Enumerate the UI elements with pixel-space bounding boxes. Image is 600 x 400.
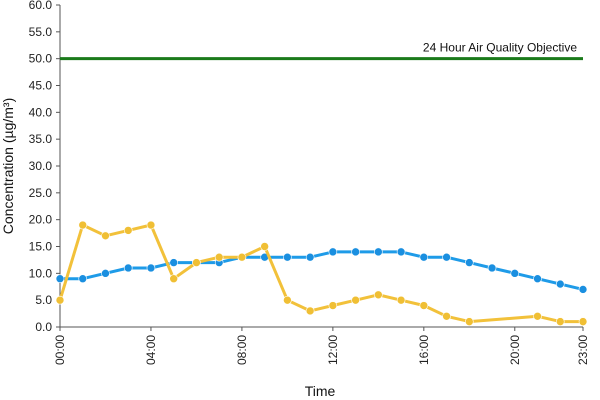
data-point xyxy=(237,252,247,262)
y-tick-label: 25.0 xyxy=(29,186,53,200)
data-point xyxy=(487,263,497,273)
data-point xyxy=(283,295,292,305)
y-tick-label: 55.0 xyxy=(29,25,53,39)
data-point xyxy=(328,247,338,257)
data-point xyxy=(396,247,406,257)
x-axis-title: Time xyxy=(305,383,336,399)
data-point xyxy=(283,252,292,262)
y-tick-label: 45.0 xyxy=(29,79,53,93)
y-tick-label: 15.0 xyxy=(29,240,53,254)
data-point xyxy=(78,220,88,230)
data-point xyxy=(419,301,429,310)
data-point xyxy=(55,274,65,284)
series-1 xyxy=(55,220,588,326)
data-point xyxy=(305,306,315,316)
x-axis-ticks: 00:00 04:00 08:00 12:00 16:00 20:00 23:00 xyxy=(53,327,590,365)
data-point xyxy=(123,263,133,273)
data-point xyxy=(351,295,360,305)
y-axis-ticks: 0.0 5.0 10.0 15.0 20.0 25.0 30.0 35.0 40.0 45.0 50… xyxy=(29,0,60,334)
data-point xyxy=(214,252,224,262)
x-tick-label: 20:00 xyxy=(508,335,522,365)
data-point xyxy=(328,301,338,310)
data-point xyxy=(578,285,588,294)
series-0 xyxy=(55,247,588,294)
y-tick-label: 35.0 xyxy=(29,132,53,146)
y-tick-label: 60.0 xyxy=(29,0,53,12)
data-point xyxy=(374,247,383,257)
data-point xyxy=(533,274,542,284)
data-point xyxy=(465,258,474,267)
data-point xyxy=(419,252,429,262)
data-point xyxy=(374,290,383,300)
data-point xyxy=(146,220,156,230)
objective-label: 24 Hour Air Quality Objective xyxy=(423,41,577,55)
series-line xyxy=(58,250,585,291)
data-point xyxy=(465,317,474,326)
data-point xyxy=(396,295,406,305)
data-point xyxy=(169,274,178,284)
data-point xyxy=(351,247,360,257)
x-tick-label: 12:00 xyxy=(326,335,340,365)
y-tick-label: 30.0 xyxy=(29,159,53,173)
x-tick-label: 00:00 xyxy=(53,335,67,365)
data-point xyxy=(442,252,451,262)
y-tick-label: 40.0 xyxy=(29,105,53,119)
y-tick-label: 10.0 xyxy=(29,266,53,280)
data-point xyxy=(78,274,88,284)
x-tick-label: 04:00 xyxy=(144,335,158,365)
x-tick-label: 16:00 xyxy=(417,335,431,365)
data-point xyxy=(442,311,451,321)
data-point xyxy=(555,317,565,326)
data-point xyxy=(101,269,110,278)
objective-line-group: 24 Hour Air Quality Objective xyxy=(60,41,583,61)
series-line xyxy=(58,223,585,324)
data-point xyxy=(260,242,269,251)
y-tick-label: 50.0 xyxy=(29,52,53,66)
data-point xyxy=(533,311,542,321)
data-point xyxy=(169,258,178,267)
data-point xyxy=(510,269,520,278)
data-point xyxy=(55,295,65,305)
data-point xyxy=(123,226,133,235)
y-axis-title: Concentration (µg/m³) xyxy=(0,98,16,234)
data-point xyxy=(146,263,156,273)
y-tick-label: 5.0 xyxy=(35,293,52,307)
x-tick-label: 08:00 xyxy=(235,335,249,365)
data-point xyxy=(578,317,588,326)
series-group xyxy=(55,220,588,326)
y-tick-label: 0.0 xyxy=(35,320,52,334)
data-point xyxy=(555,279,565,289)
data-point xyxy=(305,252,315,262)
x-tick-label: 23:00 xyxy=(576,335,590,365)
y-tick-label: 20.0 xyxy=(29,213,53,227)
data-point xyxy=(192,258,201,267)
data-point xyxy=(101,231,110,241)
